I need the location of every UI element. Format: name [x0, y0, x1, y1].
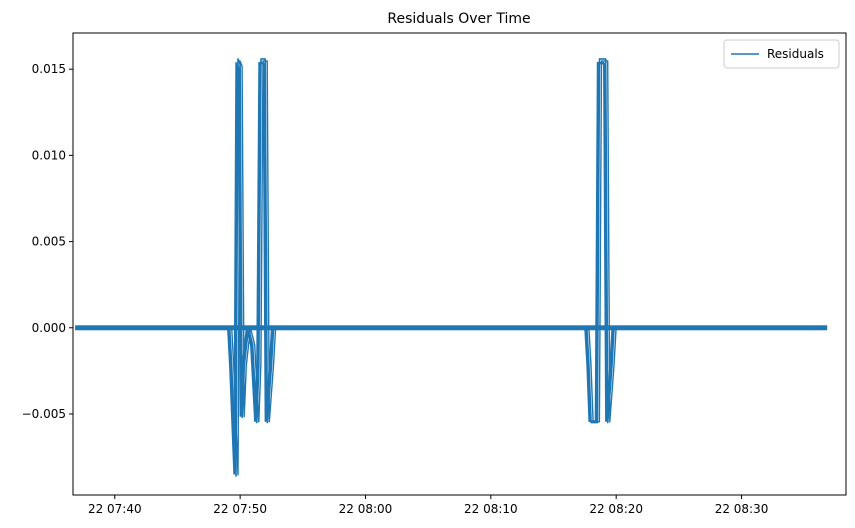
- y-tick-label: 0.015: [32, 62, 66, 76]
- plot-area: [72, 32, 847, 496]
- y-tick-label: 0.010: [32, 148, 66, 162]
- y-tick-label: 0.005: [32, 235, 66, 249]
- y-axis: −0.005 0.000 0.005 0.010 0.015: [22, 62, 73, 421]
- series-line: [228, 58, 615, 477]
- x-tick-label: 22 08:10: [464, 502, 518, 516]
- x-tick-label: 22 07:40: [88, 502, 142, 516]
- x-axis: 22 07:40 22 07:50 22 08:00 22 08:10 22 08:20…: [88, 495, 768, 516]
- chart-title: Residuals Over Time: [387, 11, 530, 27]
- legend-label-residuals: Residuals: [767, 47, 824, 61]
- legend: Residuals: [723, 39, 840, 69]
- series-residuals: [75, 58, 828, 477]
- series-line-overlap: [228, 63, 614, 475]
- x-tick-label: 22 08:20: [589, 502, 643, 516]
- x-tick-label: 22 07:50: [213, 502, 267, 516]
- x-tick-label: 22 08:00: [339, 502, 393, 516]
- series-line-overlap: [231, 60, 617, 476]
- y-tick-label: −0.005: [22, 407, 66, 421]
- y-tick-label: 0.000: [32, 321, 66, 335]
- legend-box: [723, 39, 840, 69]
- x-tick-label: 22 08:30: [715, 502, 769, 516]
